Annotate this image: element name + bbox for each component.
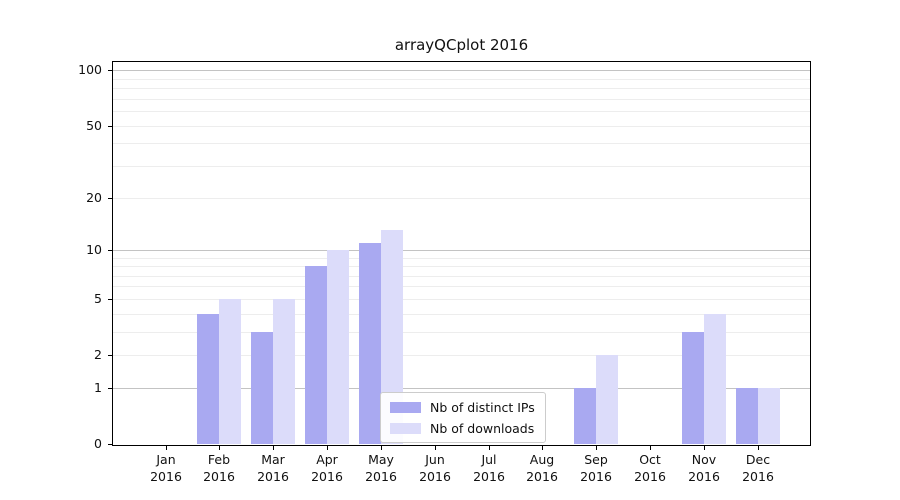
y-tick-label: 50 xyxy=(86,118,102,133)
bar-downloads xyxy=(704,314,726,444)
bar-distinct-ips xyxy=(197,314,219,444)
legend-swatch-distinct-ips xyxy=(390,401,421,413)
y-tick-label: 1 xyxy=(94,380,102,395)
x-tick-mark xyxy=(381,445,382,450)
minor-gridline xyxy=(113,314,810,315)
x-tick-mark xyxy=(327,445,328,450)
legend-item: Nb of downloads xyxy=(390,419,535,437)
x-tick-label: Apr 2016 xyxy=(311,452,343,484)
y-tick-mark xyxy=(108,299,113,300)
minor-gridline xyxy=(113,111,810,112)
bar-distinct-ips xyxy=(574,388,596,444)
y-tick-mark xyxy=(108,444,113,445)
minor-gridline xyxy=(113,299,810,300)
x-tick-label: Nov 2016 xyxy=(688,452,720,484)
minor-gridline xyxy=(113,276,810,277)
x-tick-label: Jul 2016 xyxy=(473,452,505,484)
x-tick-mark xyxy=(596,445,597,450)
x-tick-mark xyxy=(758,445,759,450)
x-tick-mark xyxy=(435,445,436,450)
x-tick-label: Mar 2016 xyxy=(257,452,289,484)
y-tick-mark xyxy=(108,70,113,71)
x-tick-mark xyxy=(489,445,490,450)
legend-label: Nb of downloads xyxy=(430,420,535,436)
x-tick-label: Oct 2016 xyxy=(634,452,666,484)
x-tick-label: Jun 2016 xyxy=(419,452,451,484)
x-tick-label: Dec 2016 xyxy=(742,452,774,484)
y-tick-label: 100 xyxy=(78,62,102,77)
y-tick-label: 10 xyxy=(86,242,102,257)
y-tick-mark xyxy=(108,198,113,199)
y-tick-label: 20 xyxy=(86,190,102,205)
minor-gridline xyxy=(113,88,810,89)
minor-gridline xyxy=(113,266,810,267)
x-tick-mark xyxy=(219,445,220,450)
minor-gridline xyxy=(113,79,810,80)
x-tick-mark xyxy=(650,445,651,450)
major-gridline xyxy=(113,70,810,71)
minor-gridline xyxy=(113,143,810,144)
x-tick-mark xyxy=(704,445,705,450)
x-tick-label: Jan 2016 xyxy=(150,452,182,484)
legend: Nb of distinct IPs Nb of downloads xyxy=(380,392,546,443)
y-tick-label: 2 xyxy=(94,347,102,362)
bar-distinct-ips xyxy=(251,332,273,444)
bar-distinct-ips xyxy=(736,388,758,444)
y-tick-label: 0 xyxy=(94,436,102,451)
y-tick-label: 5 xyxy=(94,291,102,306)
x-tick-mark xyxy=(166,445,167,450)
minor-gridline xyxy=(113,198,810,199)
bar-downloads xyxy=(327,250,349,444)
minor-gridline xyxy=(113,355,810,356)
major-gridline xyxy=(113,388,810,389)
minor-gridline xyxy=(113,126,810,127)
minor-gridline xyxy=(113,258,810,259)
x-tick-label: Feb 2016 xyxy=(203,452,235,484)
bar-downloads xyxy=(758,388,780,444)
bar-distinct-ips xyxy=(682,332,704,444)
x-tick-label: Aug 2016 xyxy=(526,452,558,484)
y-tick-mark xyxy=(108,355,113,356)
legend-label: Nb of distinct IPs xyxy=(430,399,535,415)
bar-downloads xyxy=(219,299,241,444)
y-tick-mark xyxy=(108,126,113,127)
x-tick-label: Sep 2016 xyxy=(580,452,612,484)
y-tick-mark xyxy=(108,388,113,389)
x-tick-mark xyxy=(273,445,274,450)
minor-gridline xyxy=(113,166,810,167)
bar-downloads xyxy=(381,230,403,444)
bar-distinct-ips xyxy=(305,266,327,444)
major-gridline xyxy=(113,250,810,251)
minor-gridline xyxy=(113,99,810,100)
minor-gridline xyxy=(113,286,810,287)
y-tick-mark xyxy=(108,250,113,251)
bar-distinct-ips xyxy=(359,243,381,444)
minor-gridline xyxy=(113,332,810,333)
bar-downloads xyxy=(596,355,618,444)
legend-swatch-downloads xyxy=(390,422,421,434)
bar-downloads xyxy=(273,299,295,444)
chart-title: arrayQCplot 2016 xyxy=(394,36,529,54)
x-tick-mark xyxy=(542,445,543,450)
x-tick-label: May 2016 xyxy=(365,452,397,484)
legend-item: Nb of distinct IPs xyxy=(390,398,535,416)
